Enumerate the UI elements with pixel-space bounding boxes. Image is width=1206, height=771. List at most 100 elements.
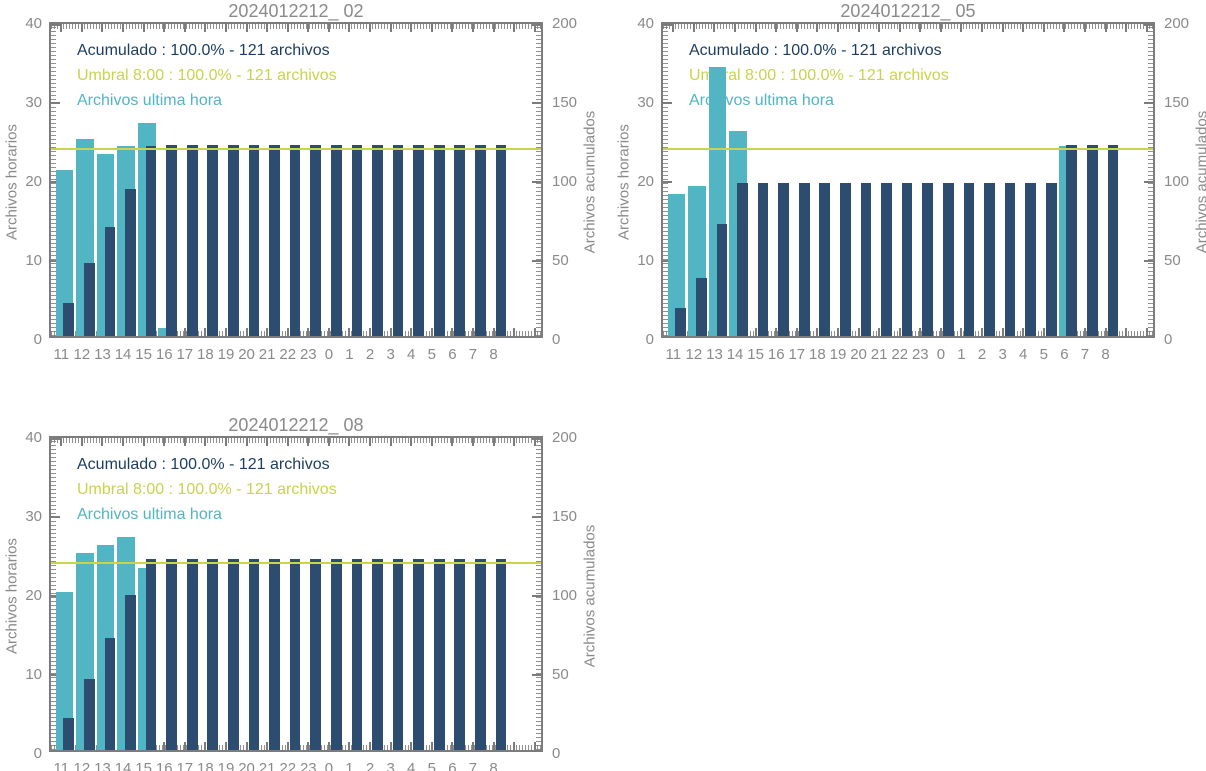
x-major-tick (1104, 328, 1107, 336)
bar-accumulated (475, 558, 486, 750)
axis-minor-ticks-top (51, 438, 541, 443)
x-tick-label: 17 (788, 346, 806, 363)
x-major-tick (369, 328, 372, 336)
bar-accumulated (922, 182, 934, 336)
bar-slot (787, 24, 810, 336)
x-major-tick (672, 24, 675, 32)
y-tick-label-left: 10 (25, 666, 42, 683)
bar-accumulated (413, 558, 424, 750)
y-major-tick-left (51, 516, 60, 518)
bar-slot (483, 438, 507, 750)
x-tick-label: 22 (279, 346, 297, 363)
bar-accumulated (351, 558, 363, 750)
bar-accumulated (392, 144, 404, 336)
bar-slot (298, 438, 322, 750)
bar-slot (910, 24, 934, 336)
y-major-tick-right (532, 438, 541, 440)
y-tick-label-right: 150 (1164, 94, 1190, 111)
y-major-tick-left (51, 102, 60, 104)
bar-slot (236, 438, 260, 750)
bar-slot (766, 24, 789, 336)
bar-accumulated (454, 144, 466, 336)
x-major-tick (1145, 328, 1148, 336)
x-tick-label: 7 (468, 760, 478, 771)
bar-hourly (55, 170, 74, 336)
x-tick-label: 6 (1060, 346, 1069, 363)
y-major-tick-right (532, 24, 541, 26)
bar-slot (113, 24, 136, 336)
y-major-tick-right (1144, 102, 1153, 104)
y-major-tick-right (532, 674, 541, 676)
legend-umbral: Umbral 8:00 : 100.0% - 121 archivos (689, 67, 949, 84)
y-tick-label-left: 0 (33, 745, 42, 762)
x-major-tick (754, 24, 757, 32)
bar-accumulated (1004, 182, 1016, 336)
y-tick-label-left: 30 (25, 94, 42, 111)
bar-slot (807, 24, 831, 336)
bar-accumulated (454, 558, 466, 750)
x-tick-label: 17 (176, 346, 194, 363)
x-major-tick (327, 742, 330, 750)
bar-slot (339, 438, 363, 750)
x-major-tick (101, 438, 104, 446)
x-major-tick (816, 24, 819, 32)
legend-acumulado: Acumulado : 100.0% - 121 archivos (77, 456, 330, 473)
x-tick-label: 1 (345, 346, 354, 363)
y-tick-label-right: 150 (552, 94, 578, 111)
x-major-tick (307, 24, 310, 32)
y-tick-label-left: 10 (637, 252, 654, 269)
x-major-tick (451, 742, 454, 750)
x-tick-label: 4 (1019, 346, 1028, 363)
x-tick-label: 4 (407, 346, 416, 363)
bar-accumulated (413, 144, 424, 336)
bar-accumulated (186, 558, 198, 750)
bar-slot (360, 438, 383, 750)
y-major-tick-left (663, 181, 672, 183)
y-tick-label-left: 20 (637, 173, 654, 190)
x-tick-label: 3 (386, 346, 395, 363)
y-major-tick-right (1144, 24, 1153, 26)
x-major-tick (142, 24, 145, 32)
x-tick-label: 12 (685, 346, 703, 363)
x-major-tick (369, 438, 372, 446)
y-major-tick-left (51, 674, 60, 676)
bar-slot (51, 438, 75, 750)
x-major-tick (389, 438, 392, 446)
x-major-tick (795, 24, 798, 32)
y-major-tick-left (51, 24, 60, 26)
x-major-tick (224, 328, 227, 336)
bar-accumulated (860, 182, 872, 336)
x-major-tick (513, 24, 516, 32)
bar-accumulated (228, 558, 239, 750)
x-tick-label: 23 (299, 760, 317, 771)
x-major-tick (775, 328, 778, 336)
bar-slot (463, 24, 486, 336)
y-axis-label-right: Archivos acumulados (581, 524, 599, 668)
bar-slot (422, 24, 445, 336)
x-tick-label: 16 (155, 346, 173, 363)
bar-slot (360, 24, 383, 336)
bar-accumulated (330, 558, 342, 750)
x-tick-label: 21 (258, 760, 276, 771)
bar-accumulated (289, 558, 301, 750)
bar-accumulated (125, 595, 136, 750)
bar-hourly (55, 592, 74, 750)
x-major-tick (410, 328, 413, 336)
bar-slot (72, 438, 95, 750)
y-major-tick-right (532, 181, 541, 183)
y-major-tick-right (532, 516, 541, 518)
x-major-tick (410, 24, 413, 32)
bar-accumulated (433, 558, 445, 750)
x-major-tick (348, 438, 351, 446)
legend-ultima-hora: Archivos ultima hora (77, 92, 222, 109)
bar-accumulated (63, 302, 75, 336)
axis-minor-ticks-left (51, 24, 56, 336)
bar-slot (725, 24, 748, 336)
bar-slot (51, 24, 75, 336)
x-major-tick (389, 24, 392, 32)
x-major-tick (224, 742, 227, 750)
legend-acumulado: Acumulado : 100.0% - 121 archivos (77, 42, 330, 59)
bar-accumulated (675, 307, 687, 336)
x-major-tick (430, 742, 433, 750)
